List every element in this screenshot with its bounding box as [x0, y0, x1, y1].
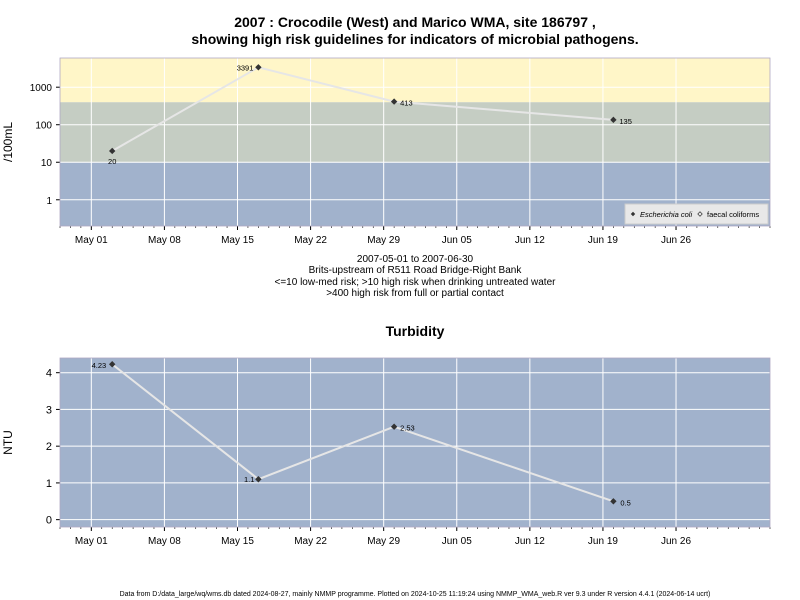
legend-label-faecal: faecal coliforms [707, 210, 759, 219]
x-tick-label: Jun 26 [661, 235, 691, 246]
subtitle-drinking-risk: <=10 low-med risk; >10 high risk when dr… [275, 277, 557, 288]
data-label: 135 [619, 117, 632, 126]
x-tick-label: Jun 26 [661, 536, 691, 547]
x-tick-label: May 22 [294, 235, 327, 246]
x-tick-label: May 15 [221, 235, 254, 246]
data-point [255, 64, 262, 71]
legend-marker-faecal [697, 211, 703, 217]
subtitle-site: Brits-upstream of R511 Road Bridge-Right… [309, 265, 523, 276]
data-label: 3391 [237, 63, 254, 72]
x-tick-label: May 08 [148, 235, 181, 246]
x-tick-label: Jun 05 [442, 235, 472, 246]
x-tick-label: Jun 05 [442, 536, 472, 547]
subtitle-contact-risk: >400 high risk from full or partial cont… [326, 288, 504, 299]
turbidity-chart-title: Turbidity [386, 323, 445, 339]
x-tick-label: Jun 19 [588, 235, 618, 246]
legend-marker-ecoli [630, 211, 636, 217]
data-point [109, 361, 116, 368]
panel-frame [59, 57, 771, 227]
y-tick-label: 2 [46, 441, 52, 453]
x-tick-label: Jun 12 [515, 235, 545, 246]
legend-label-ecoli: Escherichia coli [640, 210, 692, 219]
data-point [610, 116, 617, 124]
data-label: 20 [108, 157, 116, 166]
x-tick-label: May 01 [75, 536, 108, 547]
x-tick-label: May 08 [148, 536, 181, 547]
x-tick-label: Jun 19 [588, 536, 618, 547]
series-line [111, 363, 614, 503]
figure-title-line-2: showing high risk guidelines for indicat… [191, 31, 638, 47]
footer-note: Data from D:/data_large/wq/wms.db dated … [120, 591, 711, 598]
y-tick-label: 1000 [30, 83, 53, 94]
figure-title-line-1: 2007 : Crocodile (West) and Marico WMA, … [234, 14, 596, 30]
data-point [255, 476, 262, 483]
y-axis-label: NTU [1, 430, 15, 455]
x-tick-label: May 01 [75, 235, 108, 246]
y-tick-label: 0 [46, 515, 52, 527]
data-label: 2.53 [400, 424, 415, 433]
data-label: 4.23 [92, 361, 107, 370]
y-tick-label: 3 [46, 404, 52, 416]
y-tick-label: 100 [35, 121, 52, 132]
data-label: 0.5 [620, 498, 630, 507]
y-tick-label: 10 [41, 158, 53, 169]
data-label: 1.1 [244, 475, 254, 484]
risk-band-1 [60, 102, 770, 163]
x-tick-label: May 15 [221, 536, 254, 547]
y-axis-label: /100mL [1, 122, 15, 162]
data-point [390, 98, 398, 105]
panel-frame [59, 357, 771, 528]
y-tick-label: 1 [46, 196, 52, 207]
data-point [610, 498, 617, 505]
y-tick-label: 1 [46, 478, 52, 490]
data-point [390, 423, 398, 430]
series-line [111, 66, 614, 152]
turbidity-chart-panel: May 01 May 08 May 15 May 22 May 29 Jun 05 Jun … [1, 357, 771, 547]
x-tick-label: Jun 12 [515, 536, 545, 547]
subtitle-date-range: 2007-05-01 to 2007-06-30 [357, 254, 474, 265]
legend-box [624, 203, 769, 225]
microbial-chart-panel: May 01 May 08 May 15 May 22 May 29 Jun 05 Jun … [1, 57, 771, 246]
x-tick-label: May 29 [367, 536, 400, 547]
x-tick-label: May 22 [294, 536, 327, 547]
y-tick-label: 4 [46, 368, 52, 380]
data-point [109, 147, 116, 155]
panel-background [60, 358, 770, 527]
x-tick-label: May 29 [367, 235, 400, 246]
risk-band-2 [60, 58, 770, 103]
data-label: 413 [400, 99, 413, 108]
